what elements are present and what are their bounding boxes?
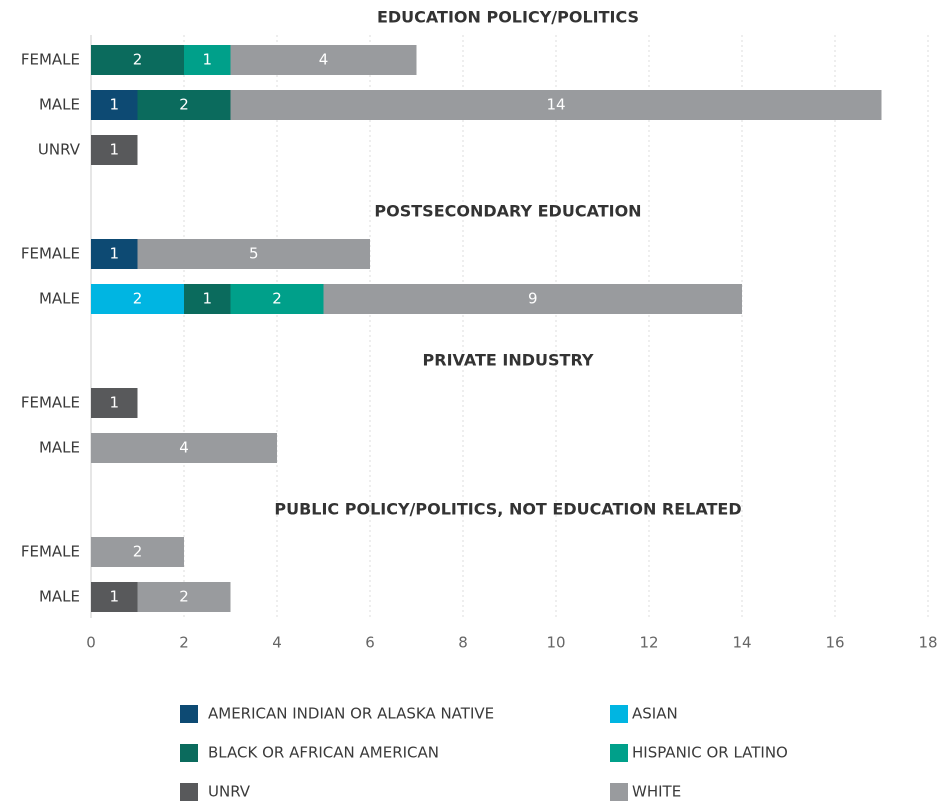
bar-segment <box>230 90 882 120</box>
legend-swatch <box>180 783 198 801</box>
y-tick-label: MALE <box>39 439 80 457</box>
legend-swatch <box>180 705 198 723</box>
bar-segment <box>137 90 231 120</box>
y-tick-label: FEMALE <box>21 543 80 561</box>
x-tick-label: 6 <box>365 634 375 652</box>
data-label: 14 <box>546 96 565 114</box>
y-tick-label: MALE <box>39 588 80 606</box>
data-label: 4 <box>179 439 189 457</box>
legend-swatch <box>610 783 628 801</box>
legend-label: HISPANIC OR LATINO <box>632 744 788 762</box>
legend-label: WHITE <box>632 783 681 801</box>
y-tick-label: FEMALE <box>21 394 80 412</box>
bar-segment <box>91 582 138 612</box>
data-label: 2 <box>133 290 143 308</box>
x-tick-label: 2 <box>179 634 189 652</box>
data-label: 2 <box>272 290 282 308</box>
data-label: 1 <box>109 394 119 412</box>
x-tick-label: 8 <box>458 634 468 652</box>
y-tick-label: MALE <box>39 96 80 114</box>
bar-segment <box>91 135 138 165</box>
x-tick-label: 14 <box>732 634 751 652</box>
x-tick-label: 0 <box>86 634 96 652</box>
data-label: 5 <box>249 245 259 263</box>
bar-segment <box>91 90 138 120</box>
data-label: 2 <box>133 543 143 561</box>
data-label: 2 <box>179 96 189 114</box>
y-tick-label: FEMALE <box>21 245 80 263</box>
bar-segment <box>91 388 138 418</box>
data-label: 1 <box>109 96 119 114</box>
bar-segment <box>184 45 231 75</box>
group-title: POSTSECONDARY EDUCATION <box>374 202 641 221</box>
x-tick-label: 16 <box>825 634 844 652</box>
group-title: PUBLIC POLICY/POLITICS, NOT EDUCATION RE… <box>274 500 741 519</box>
legend-label: ASIAN <box>632 705 678 723</box>
y-tick-label: UNRV <box>38 141 81 159</box>
legend-swatch <box>180 744 198 762</box>
data-label: 1 <box>202 290 212 308</box>
bar-segment <box>184 284 231 314</box>
data-label: 4 <box>319 51 329 69</box>
bar-segment <box>91 239 138 269</box>
y-tick-label: FEMALE <box>21 51 80 69</box>
bar-segment <box>323 284 742 314</box>
bar-segment <box>91 45 184 75</box>
data-label: 1 <box>109 245 119 263</box>
legend-swatch <box>610 705 628 723</box>
x-tick-label: 10 <box>546 634 565 652</box>
bar-segment <box>230 284 324 314</box>
bar-segment <box>137 582 231 612</box>
data-label: 1 <box>202 51 212 69</box>
data-label: 9 <box>528 290 538 308</box>
bar-segment <box>91 537 184 567</box>
legend-swatch <box>610 744 628 762</box>
data-label: 2 <box>133 51 143 69</box>
y-tick-label: MALE <box>39 290 80 308</box>
data-label: 2 <box>179 588 189 606</box>
bar-segment <box>230 45 417 75</box>
legend-label: UNRV <box>208 783 251 801</box>
legend-label: AMERICAN INDIAN OR ALASKA NATIVE <box>208 705 494 723</box>
bar-segment <box>91 433 277 463</box>
data-label: 1 <box>109 141 119 159</box>
x-tick-label: 18 <box>918 634 937 652</box>
group-title: PRIVATE INDUSTRY <box>423 351 594 370</box>
legend-label: BLACK OR AFRICAN AMERICAN <box>208 744 439 762</box>
bar-segment <box>137 239 370 269</box>
x-tick-label: 12 <box>639 634 658 652</box>
data-label: 1 <box>109 588 119 606</box>
x-tick-label: 4 <box>272 634 282 652</box>
group-title: EDUCATION POLICY/POLITICS <box>377 8 639 27</box>
bar-segment <box>91 284 184 314</box>
